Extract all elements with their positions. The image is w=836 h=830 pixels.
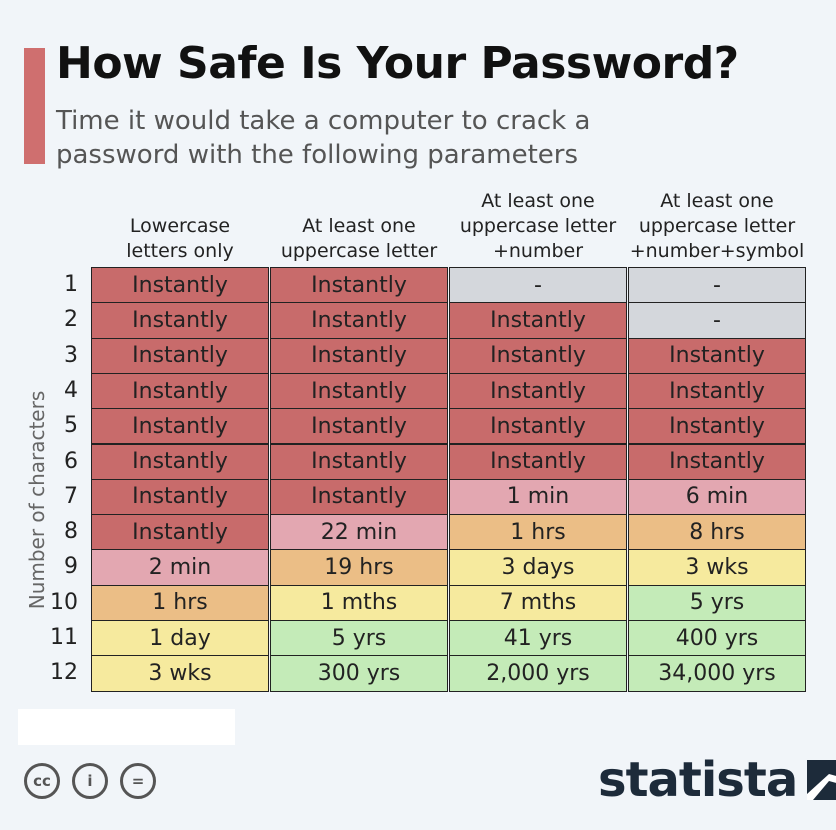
table-cell: 19 hrs [270,549,448,586]
table-cell: Instantly [628,372,806,410]
table-cell: Instantly [270,267,448,304]
row-label: 5 [64,413,78,439]
table-cell: - [628,267,806,304]
table-cell: Instantly [270,302,448,339]
row-axis-label: Number of characters [25,390,49,610]
title-accent-bar [24,48,45,164]
row-label: 3 [64,342,78,368]
table-cell: Instantly [91,302,269,339]
row-label: 6 [64,448,78,474]
table-cell: Instantly [91,408,269,445]
statista-logo-icon [807,760,836,800]
table-cell: Instantly [91,372,269,410]
row-label: 12 [50,660,78,686]
table-cell: Instantly [270,372,448,410]
table-cell: Instantly [628,337,806,374]
table-cell: Instantly [449,408,627,445]
table-cell: Instantly [449,337,627,374]
table-cell: Instantly [91,267,269,304]
table-cell: Instantly [449,443,627,480]
brand: statista [598,752,836,808]
table-cell: Instantly [270,408,448,445]
table-cell: 8 hrs [628,514,806,551]
page-subtitle: Time it would take a computer to crack a… [56,106,591,170]
table-cell: 2 min [91,549,269,586]
column-header: Lowercase letters only [91,186,269,264]
table-cell: Instantly [91,478,269,516]
row-label: 9 [64,554,78,580]
table-cell: Instantly [91,514,269,551]
table-cell: 7 mths [449,584,627,621]
column-header: At least one uppercase letter +number+sy… [628,186,806,264]
brand-name: statista [598,752,798,808]
table-cell: Instantly [628,408,806,445]
table-cell: 3 wks [628,549,806,586]
attribution-icon: i [72,763,108,799]
page-title: How Safe Is Your Password? [56,38,739,89]
table-cell: Instantly [449,302,627,339]
column-header-label: At least one uppercase letter +number+sy… [629,190,805,262]
table-cell: Instantly [270,443,448,480]
table-cell: Instantly [91,337,269,374]
column-header-label: Lowercase letters only [126,215,234,262]
table-cell: Instantly [270,337,448,374]
table-cell: Instantly [91,443,269,480]
table-cell: Instantly [628,443,806,480]
row-label: 1 [64,272,78,297]
table-cell: Instantly [449,372,627,410]
license-icons: cc i = [24,763,156,799]
table-cell: - [449,267,627,304]
table-cell: 3 days [449,549,627,586]
table-cell: 5 yrs [628,584,806,621]
row-label: 11 [50,625,78,650]
blank-box [18,709,235,745]
table-cell: Instantly [270,478,448,516]
row-label: 2 [64,307,78,333]
row-label: 4 [64,377,78,403]
row-label: 8 [64,519,78,545]
row-label: 7 [64,483,78,509]
column-header-label: At least one uppercase letter [280,215,438,262]
table-cell: - [628,302,806,339]
column-header: At least one uppercase letter [270,186,448,264]
no-derivatives-icon: = [120,763,156,799]
cc-icon: cc [24,763,60,799]
table-cell: 300 yrs [270,655,448,692]
table-cell: 1 mths [270,584,448,621]
table-cell: 3 wks [91,655,269,692]
table-cell: 400 yrs [628,620,806,657]
table-cell: 6 min [628,478,806,516]
table-cell: 5 yrs [270,620,448,657]
row-label: 10 [50,589,78,615]
table-cell: 1 hrs [91,584,269,621]
table-cell: 41 yrs [449,620,627,657]
table-cell: 1 hrs [449,514,627,551]
table-cell: 34,000 yrs [628,655,806,692]
table-cell: 1 day [91,620,269,657]
table-cell: 1 min [449,478,627,516]
column-header-label: At least one uppercase letter +number [459,190,617,262]
table-cell: 22 min [270,514,448,551]
table-cell: 2,000 yrs [449,655,627,692]
column-header: At least one uppercase letter +number [449,186,627,264]
